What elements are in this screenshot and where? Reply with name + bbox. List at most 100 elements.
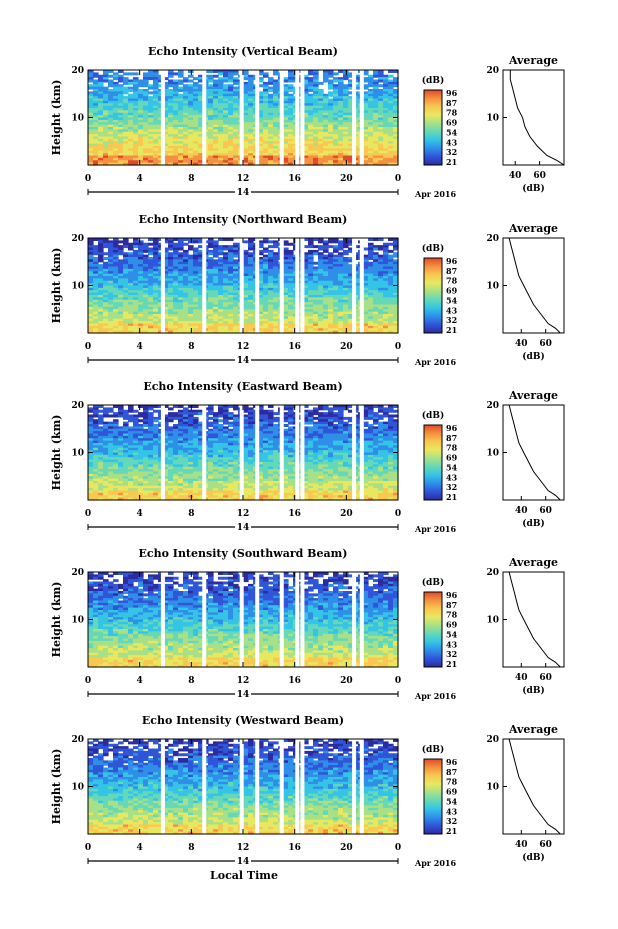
heatmap-cell [143, 110, 149, 114]
heatmap-cell [153, 330, 159, 334]
heatmap-cell [373, 70, 379, 73]
heatmap-cell [348, 81, 354, 85]
heatmap-cell [113, 72, 119, 76]
heatmap-cell [373, 150, 379, 154]
heatmap-cell [163, 148, 169, 152]
heatmap-cell [213, 160, 219, 164]
heatmap-cell [288, 98, 294, 102]
heatmap-cell [103, 108, 109, 111]
heatmap-cell [118, 261, 124, 265]
heatmap-cell [223, 325, 229, 329]
heatmap-cell [373, 304, 379, 308]
heatmap-cell [113, 252, 119, 256]
heatmap-cell [118, 316, 124, 320]
heatmap-cell [208, 103, 214, 107]
heatmap-cell [163, 150, 169, 154]
heatmap-cell [93, 318, 99, 322]
heatmap-cell [198, 311, 204, 315]
heatmap-cell [213, 271, 219, 275]
heatmap-cell [93, 96, 99, 100]
heatmap-cell [213, 138, 219, 142]
heatmap-cell [338, 283, 344, 287]
heatmap-cell [233, 110, 239, 114]
heatmap-cell [258, 283, 264, 287]
heatmap-cell [108, 100, 114, 104]
heatmap-cell [128, 150, 134, 154]
heatmap-cell [93, 74, 99, 78]
heatmap-cell [193, 318, 199, 322]
heatmap-cell [343, 84, 349, 88]
heatmap-cell [98, 122, 104, 126]
heatmap-cell [378, 77, 384, 81]
heatmap-cell [193, 271, 199, 275]
heatmap-cell [273, 330, 279, 334]
heatmap-cell [323, 103, 329, 107]
heatmap-cell [263, 264, 269, 268]
heatmap-cell [208, 309, 214, 313]
heatmap-cell [228, 86, 234, 90]
heatmap-cell [343, 304, 349, 308]
heatmap-cell [328, 325, 334, 329]
heatmap-cell [98, 155, 104, 159]
heatmap-cell [243, 276, 249, 279]
heatmap-cell [178, 153, 184, 157]
heatmap-cell [208, 160, 214, 164]
heatmap-cell [273, 290, 279, 294]
heatmap-cell [383, 146, 389, 149]
heatmap-cell [318, 318, 324, 322]
heatmap-cell [148, 283, 154, 287]
heatmap-cell [178, 131, 184, 135]
heatmap-cell [148, 134, 154, 138]
x-tick-label: 4 [137, 342, 143, 352]
heatmap-cell [98, 292, 104, 296]
heatmap-cell [333, 273, 339, 277]
heatmap-cell [198, 103, 204, 107]
x-tick-label: 0 [395, 174, 401, 184]
heatmap-cell [308, 254, 314, 258]
heatmap-cell [338, 304, 344, 308]
heatmap-cell [93, 103, 99, 107]
heatmap-cell [208, 70, 214, 73]
y-tick-label: 20 [71, 66, 84, 76]
heatmap-cell [193, 136, 199, 140]
heatmap-cell [153, 254, 159, 258]
heatmap-cell [88, 297, 94, 301]
heatmap-cell [323, 93, 329, 97]
heatmap-cell [178, 302, 184, 306]
heatmap-cell [288, 409, 294, 413]
heatmap-cell [233, 304, 239, 308]
heatmap-cell [193, 100, 199, 104]
heatmap-cell [133, 266, 139, 270]
heatmap-cell [318, 127, 324, 130]
heatmap-cell [363, 407, 369, 411]
heatmap-cell [93, 252, 99, 256]
heatmap-cell [318, 280, 324, 284]
heatmap-cell [88, 124, 94, 128]
heatmap-cell [223, 304, 229, 308]
heatmap-cell [98, 150, 104, 154]
heatmap-cell [263, 91, 269, 95]
heatmap-cell [313, 138, 319, 142]
heatmap-cell [163, 252, 169, 256]
heatmap-cell [348, 119, 354, 123]
heatmap-cell [368, 96, 374, 100]
heatmap-cell [373, 259, 379, 263]
heatmap-cell [178, 318, 184, 322]
heatmap-cell [133, 257, 139, 260]
heatmap-cell [113, 247, 119, 251]
heatmap-cell [338, 321, 344, 325]
heatmap-cell [323, 299, 329, 303]
heatmap-cell [333, 276, 339, 279]
heatmap-cell [333, 79, 339, 83]
heatmap-cell [98, 105, 104, 109]
heatmap-cell [158, 117, 164, 121]
heatmap-cell [98, 304, 104, 308]
heatmap-cell [273, 268, 279, 272]
heatmap-cell [223, 79, 229, 83]
heatmap-cell [388, 287, 394, 291]
heatmap-cell [248, 285, 254, 289]
heatmap-cell [213, 412, 219, 416]
heatmap-cell [283, 330, 289, 334]
heatmap-cell [373, 283, 379, 287]
heatmap-cell [128, 148, 134, 152]
